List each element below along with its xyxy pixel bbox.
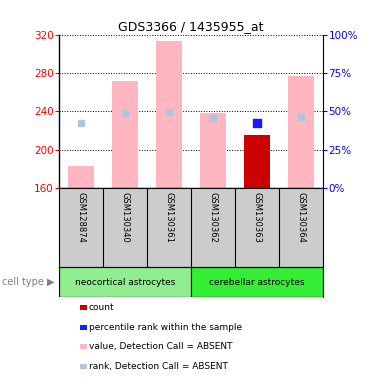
Point bbox=[122, 110, 128, 116]
Bar bbox=[200, 113, 226, 188]
Point bbox=[298, 114, 304, 120]
Title: GDS3366 / 1435955_at: GDS3366 / 1435955_at bbox=[118, 20, 264, 33]
Text: percentile rank within the sample: percentile rank within the sample bbox=[89, 323, 242, 331]
Text: GSM130363: GSM130363 bbox=[252, 192, 262, 243]
Text: GSM130340: GSM130340 bbox=[121, 192, 130, 243]
Text: GSM130364: GSM130364 bbox=[296, 192, 305, 243]
Bar bbox=[68, 166, 95, 188]
Bar bbox=[81, 324, 87, 329]
Bar bbox=[156, 41, 182, 188]
Point bbox=[210, 115, 216, 121]
Point bbox=[78, 120, 84, 126]
Bar bbox=[81, 364, 87, 369]
Text: GSM130362: GSM130362 bbox=[209, 192, 217, 243]
Bar bbox=[81, 344, 87, 349]
Bar bbox=[244, 135, 270, 188]
Point bbox=[254, 120, 260, 126]
Bar bbox=[191, 267, 323, 298]
Bar bbox=[288, 76, 314, 188]
Bar bbox=[81, 305, 87, 310]
Bar bbox=[112, 81, 138, 188]
Text: neocortical astrocytes: neocortical astrocytes bbox=[75, 278, 175, 286]
Point bbox=[166, 109, 172, 115]
Bar bbox=[59, 267, 191, 298]
Text: GSM130361: GSM130361 bbox=[165, 192, 174, 243]
Text: count: count bbox=[89, 303, 115, 312]
Text: cerebellar astrocytes: cerebellar astrocytes bbox=[209, 278, 305, 286]
Text: rank, Detection Call = ABSENT: rank, Detection Call = ABSENT bbox=[89, 362, 228, 371]
Text: value, Detection Call = ABSENT: value, Detection Call = ABSENT bbox=[89, 342, 232, 351]
Text: GSM128874: GSM128874 bbox=[77, 192, 86, 243]
Text: cell type ▶: cell type ▶ bbox=[1, 277, 54, 287]
